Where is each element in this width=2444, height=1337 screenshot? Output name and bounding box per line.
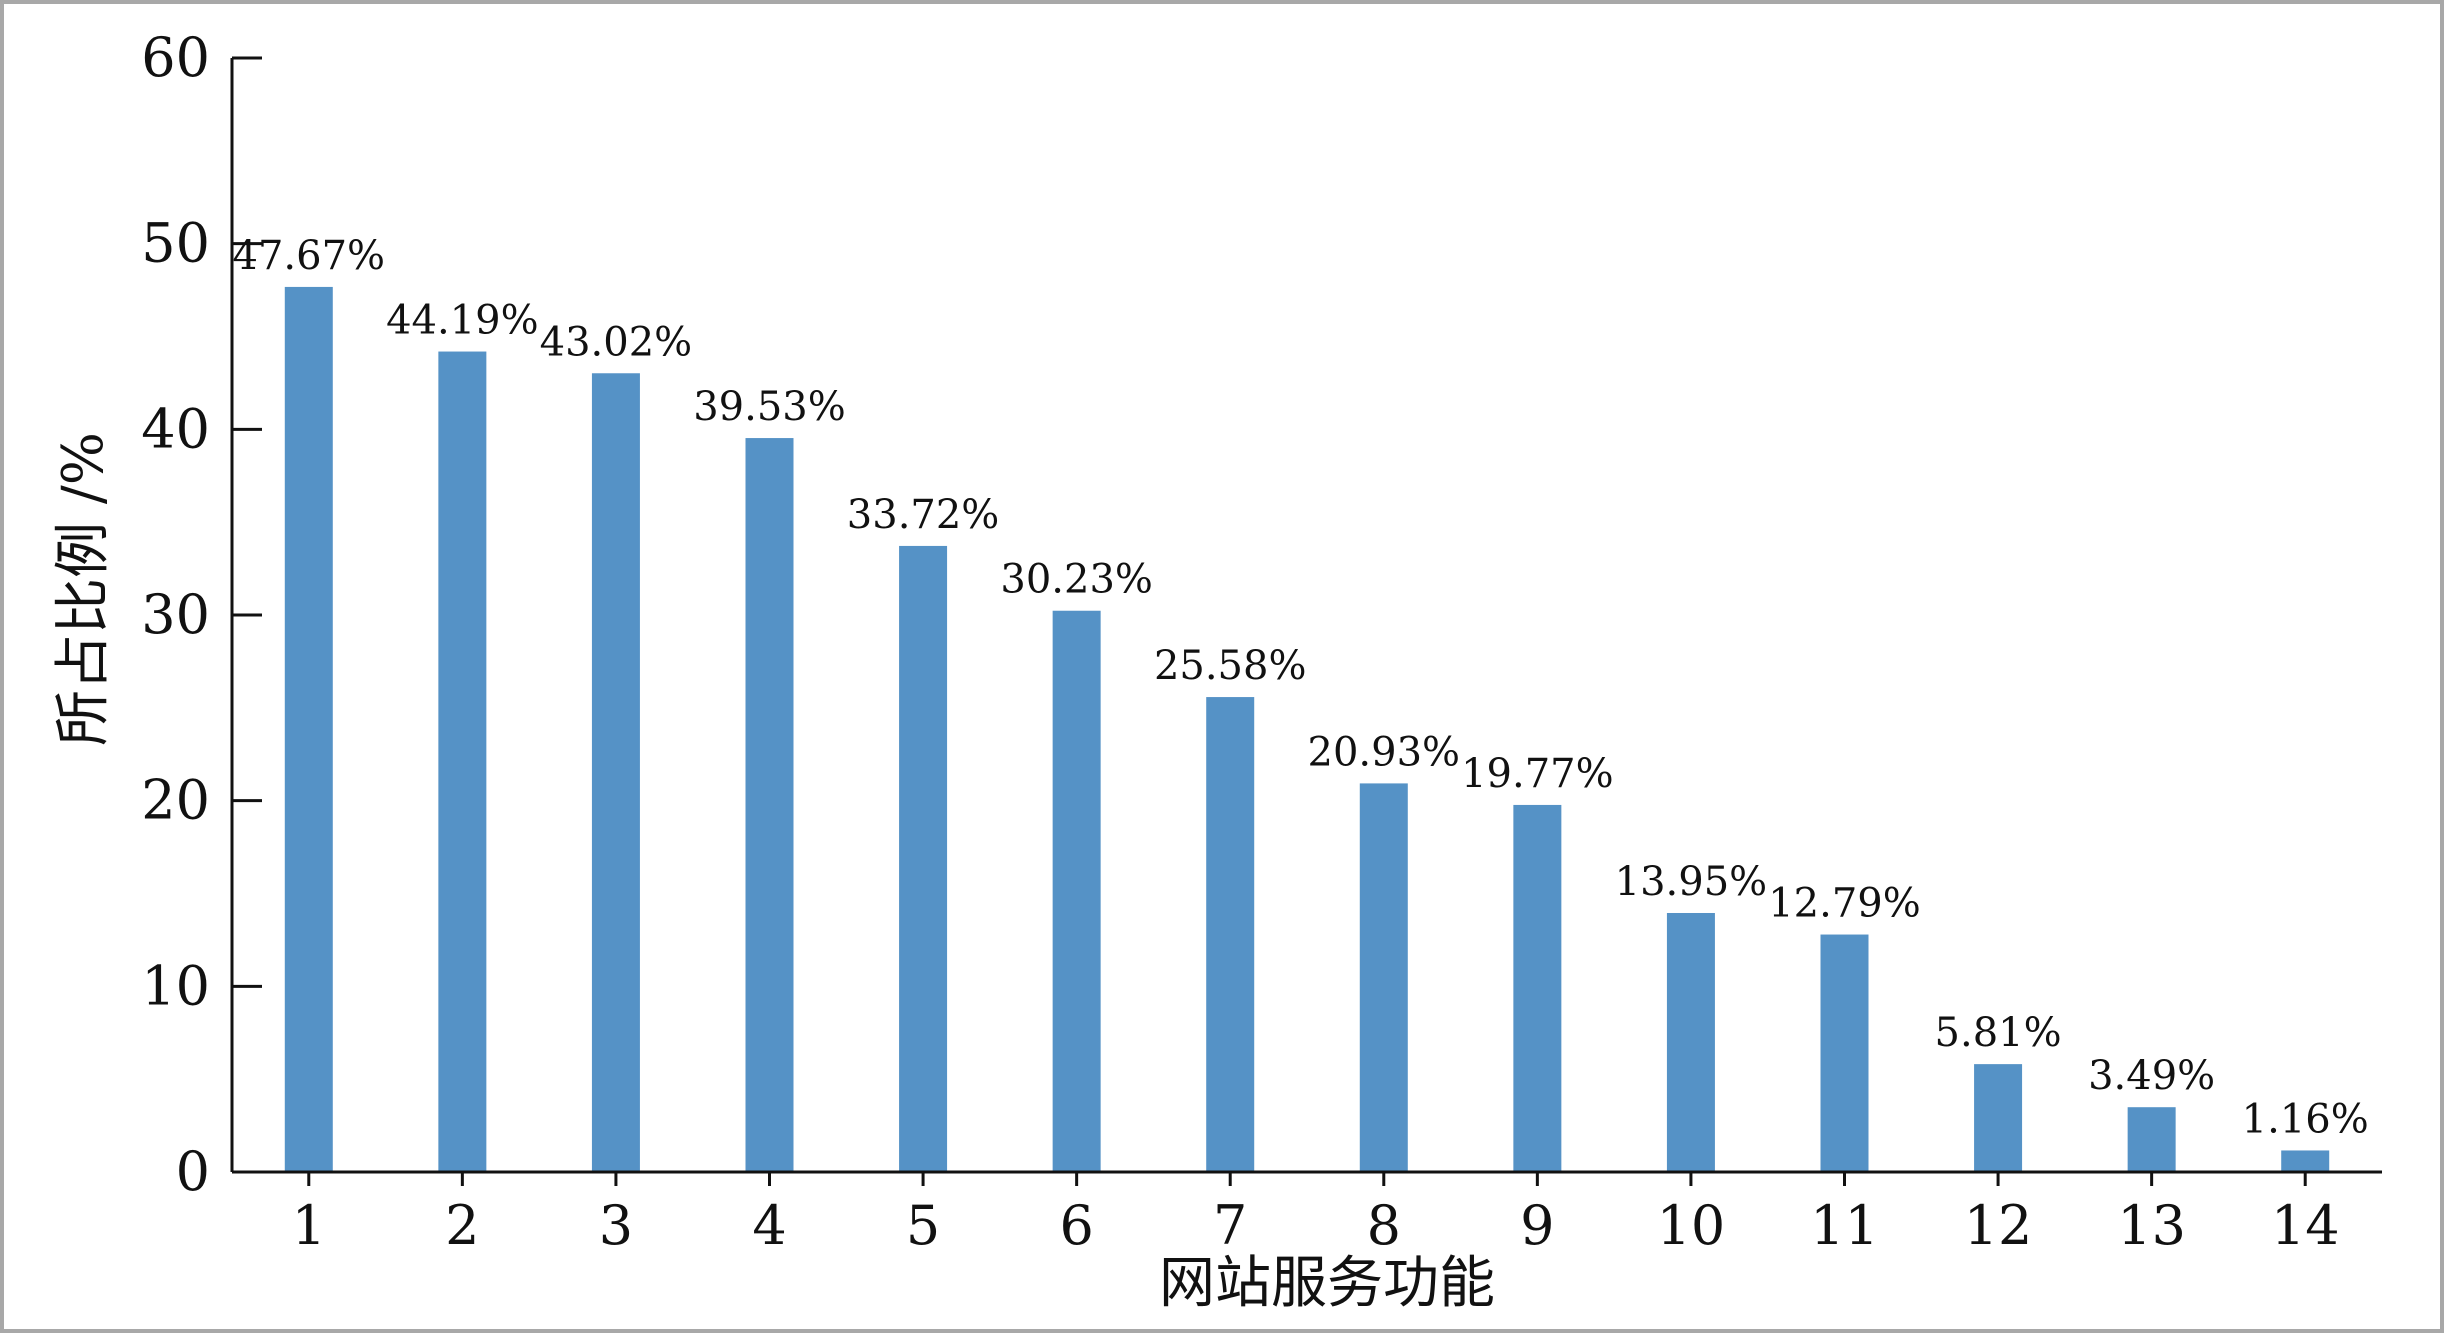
x-tick-label: 2: [445, 1194, 479, 1257]
bar-8: [1359, 783, 1408, 1172]
bar-13: [2127, 1107, 2176, 1172]
data-label-4: 39.53%: [693, 384, 846, 430]
y-tick-label: 20: [141, 769, 210, 832]
bar-12: [1974, 1064, 2023, 1172]
bars-group: [284, 286, 2330, 1173]
data-label-9: 19.77%: [1461, 751, 1614, 797]
bar-1: [284, 286, 333, 1172]
data-label-5: 33.72%: [847, 492, 1000, 538]
bar-6: [1052, 610, 1101, 1172]
x-tick-label: 9: [1520, 1194, 1554, 1257]
y-tick-label: 0: [176, 1140, 210, 1203]
x-tick-label: 8: [1367, 1194, 1401, 1257]
x-axis-title: 网站服务功能: [1159, 1251, 1495, 1316]
data-label-11: 12.79%: [1768, 881, 1921, 927]
x-tick-label: 13: [2117, 1194, 2186, 1257]
bar-5: [899, 545, 948, 1172]
data-label-7: 25.58%: [1154, 643, 1307, 689]
x-ticks-group: 1 2 3 4 5 6 7 8 9 10 11 12 13 14: [292, 1172, 2340, 1257]
bar-2: [438, 351, 487, 1172]
x-tick-label: 1: [292, 1194, 326, 1257]
bar-chart: 47.67%44.19% 43.02%39.53% 33.72%30.23%25.5…: [51, 26, 2382, 1316]
x-tick-label: 7: [1213, 1194, 1247, 1257]
y-tick-label: 50: [141, 212, 210, 275]
x-tick-label: 3: [599, 1194, 633, 1257]
data-label-14: 1.16%: [2242, 1096, 2369, 1142]
x-tick-label: 5: [906, 1194, 940, 1257]
y-axis-title: 所占比例 /%: [51, 432, 116, 746]
x-tick-label: 6: [1059, 1194, 1093, 1257]
data-label-3: 43.02%: [540, 319, 693, 365]
x-tick-label: 12: [1964, 1194, 2033, 1257]
y-tick-label: 40: [141, 397, 210, 460]
bar-4: [745, 438, 794, 1172]
data-labels-group: 47.67%44.19% 43.02%39.53% 33.72%30.23%25.5…: [233, 233, 2369, 1143]
x-tick-label: 11: [1810, 1194, 1879, 1257]
bar-11: [1820, 934, 1869, 1172]
data-label-1: 47.67%: [233, 233, 386, 279]
bar-14: [2281, 1150, 2330, 1172]
y-ticks-group: 0 10 20 30 40 50 60: [141, 26, 262, 1203]
y-tick-label: 30: [141, 583, 210, 646]
data-label-8: 20.93%: [1308, 729, 1461, 775]
x-tick-label: 10: [1657, 1194, 1726, 1257]
axes-group: [230, 58, 2382, 1174]
bar-7: [1206, 697, 1255, 1172]
bar-3: [591, 373, 640, 1173]
x-tick-label: 14: [2271, 1194, 2340, 1257]
data-label-10: 13.95%: [1615, 859, 1768, 905]
bar-10: [1666, 912, 1715, 1172]
data-label-13: 3.49%: [2088, 1053, 2215, 1099]
data-label-2: 44.19%: [386, 298, 539, 344]
y-tick-label: 60: [141, 26, 210, 89]
data-label-6: 30.23%: [1000, 557, 1153, 603]
data-label-12: 5.81%: [1935, 1010, 2062, 1056]
x-tick-label: 4: [752, 1194, 786, 1257]
bar-9: [1513, 804, 1562, 1172]
y-tick-label: 10: [141, 954, 210, 1017]
